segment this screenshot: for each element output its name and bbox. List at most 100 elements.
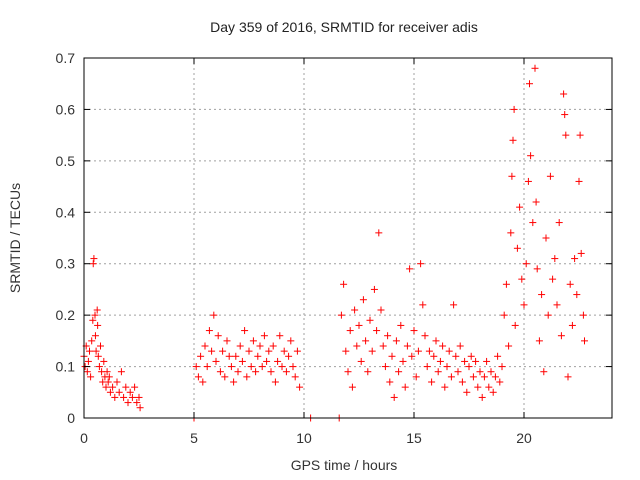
data-point: [199, 378, 207, 386]
data-point: [282, 368, 290, 376]
data-point: [401, 383, 409, 391]
data-point: [210, 311, 218, 319]
data-point: [535, 337, 543, 345]
data-point: [208, 347, 216, 355]
data-point: [509, 136, 517, 144]
data-point: [555, 219, 563, 227]
data-point: [271, 378, 279, 386]
data-point: [412, 373, 420, 381]
data-point: [571, 255, 579, 263]
data-point: [443, 363, 451, 371]
data-point: [417, 260, 425, 268]
data-point: [379, 342, 387, 350]
data-point: [566, 280, 574, 288]
data-point: [577, 249, 585, 257]
data-point: [579, 311, 587, 319]
data-point: [124, 399, 132, 407]
data-point: [511, 321, 519, 329]
data-point: [485, 383, 493, 391]
data-point: [538, 291, 546, 299]
data-point: [214, 332, 222, 340]
data-point: [364, 368, 372, 376]
data-point: [410, 327, 418, 335]
data-point: [263, 357, 271, 365]
data-point: [83, 368, 91, 376]
data-point: [421, 332, 429, 340]
data-point: [370, 285, 378, 293]
data-point: [84, 357, 92, 365]
data-point: [476, 368, 484, 376]
data-point: [544, 311, 552, 319]
data-point: [344, 368, 352, 376]
data-point: [568, 321, 576, 329]
data-point: [532, 198, 540, 206]
data-point: [529, 219, 537, 227]
data-point: [93, 306, 101, 314]
data-point: [395, 368, 403, 376]
data-point: [551, 255, 559, 263]
data-point: [351, 306, 359, 314]
y-axis-label: SRMTID / TECUs: [7, 183, 23, 293]
data-point: [357, 357, 365, 365]
data-point: [359, 296, 367, 304]
data-point: [406, 265, 414, 273]
data-point: [496, 378, 504, 386]
data-point: [390, 393, 398, 401]
data-point: [205, 327, 213, 335]
x-tick-label: 0: [80, 430, 88, 446]
x-tick-label: 5: [190, 430, 198, 446]
data-point: [403, 342, 411, 350]
data-point: [103, 368, 111, 376]
data-point: [353, 342, 361, 350]
data-point: [463, 388, 471, 396]
data-point: [500, 311, 508, 319]
data-point: [447, 373, 455, 381]
data-point: [225, 352, 233, 360]
data-point: [245, 347, 253, 355]
data-point: [527, 152, 535, 160]
data-point: [212, 357, 220, 365]
data-point: [546, 172, 554, 180]
data-point: [219, 347, 227, 355]
data-point: [289, 363, 297, 371]
data-point: [86, 347, 93, 355]
chart-title: Day 359 of 2016, SRMTID for receiver adi…: [210, 19, 478, 35]
data-point: [516, 203, 524, 211]
data-point: [469, 373, 477, 381]
data-point: [89, 260, 97, 268]
data-point: [258, 363, 266, 371]
data-point: [348, 383, 356, 391]
data-point: [377, 306, 385, 314]
tick-labels: 0 0.1 0.2 0.3 0.4 0.5 0.6 0.7 0 5 10 15 20: [56, 50, 532, 446]
data-point: [456, 342, 464, 350]
data-point: [236, 342, 244, 350]
data-point: [252, 368, 260, 376]
data-point: [414, 347, 422, 355]
data-point: [397, 321, 405, 329]
data-point: [362, 337, 370, 345]
data-point: [483, 357, 491, 365]
data-point: [88, 337, 96, 345]
data-point: [430, 352, 438, 360]
data-point: [513, 244, 521, 252]
data-point: [467, 352, 475, 360]
data-point: [458, 378, 466, 386]
data-point: [450, 301, 458, 309]
data-point: [94, 352, 102, 360]
data-point: [269, 342, 277, 350]
data-point: [194, 373, 202, 381]
data-point: [388, 352, 396, 360]
data-point: [296, 383, 304, 391]
data-point: [122, 383, 130, 391]
data-point: [285, 352, 293, 360]
grid: [84, 58, 612, 418]
data-point: [392, 337, 400, 345]
data-point: [581, 337, 588, 345]
data-point: [216, 368, 224, 376]
data-point: [192, 363, 200, 371]
x-axis-label: GPS time / hours: [291, 457, 398, 473]
data-point: [441, 383, 449, 391]
data-points: [80, 64, 588, 422]
data-point: [337, 311, 345, 319]
data-point: [564, 373, 572, 381]
